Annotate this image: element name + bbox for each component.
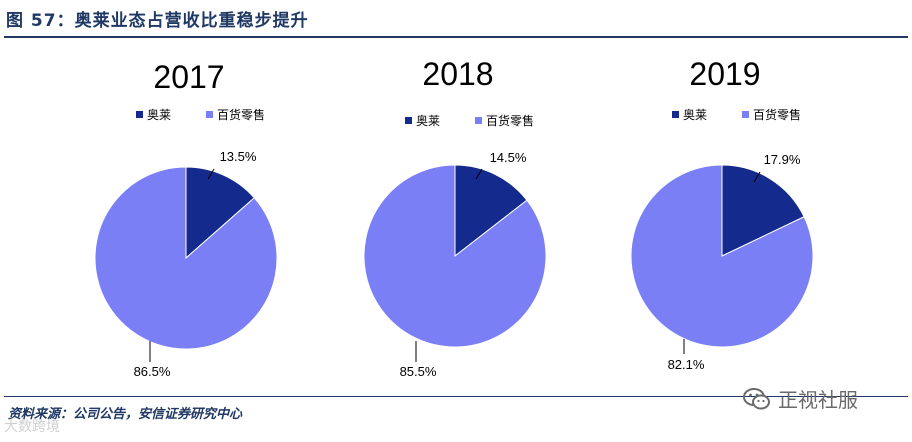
pie-chart-2018: 2018 奥莱 百货零售 14.5% 85.5% (363, 56, 547, 379)
leader-line (753, 171, 761, 183)
leader-line (207, 168, 215, 180)
legend-label: 百货零售 (753, 107, 801, 122)
pie-slice-outlet (721, 164, 805, 257)
legend-swatch (405, 117, 412, 124)
legend-swatch (475, 117, 482, 124)
pie-chart-2019: 2019 奥莱 百货零售 17.9% 82.1% (630, 56, 814, 372)
source-note: 资料来源：公司公告，安信证券研究中心 (8, 407, 243, 422)
data-label: 17.9% (764, 152, 801, 167)
legend-label: 百货零售 (217, 107, 265, 122)
source-rule (4, 396, 908, 397)
data-label: 14.5% (490, 150, 527, 165)
legend-swatch (136, 111, 143, 118)
chart-title: 2019 (689, 56, 760, 92)
data-label: 85.5% (400, 364, 437, 379)
data-label: 82.1% (668, 357, 705, 372)
pie-slice-department-store (630, 164, 814, 348)
chart-title: 2017 (153, 59, 224, 95)
watermark-right-text: 正视社服 (778, 388, 858, 412)
chart-title: 2018 (422, 56, 493, 92)
pie-chart-2017: 2017 奥莱 百货零售 13.5% 86.5% (94, 59, 278, 379)
legend-swatch (672, 111, 679, 118)
pie-slice-outlet (454, 164, 528, 258)
pie-slice-department-store (94, 166, 278, 350)
watermark-right: 正视社服 (742, 384, 858, 413)
title-rule (4, 36, 908, 38)
pie-slice-department-store (363, 164, 547, 348)
data-label: 86.5% (134, 364, 171, 379)
legend-label: 奥莱 (683, 108, 707, 122)
legend-label: 奥莱 (147, 108, 171, 122)
legend-swatch (206, 111, 213, 118)
figure-title: 图 57：奥莱业态占营收比重稳步提升 (6, 11, 309, 31)
data-label: 13.5% (220, 149, 257, 164)
pie-slice-outlet (185, 166, 255, 260)
legend-label: 百货零售 (486, 113, 534, 128)
wechat-icon (743, 387, 770, 409)
leader-line (475, 168, 483, 180)
legend-label: 奥莱 (416, 114, 440, 128)
watermark-left-text: 大数跨境 (4, 419, 60, 435)
watermark-left: 大数跨境 (4, 416, 60, 436)
legend-swatch (742, 111, 749, 118)
